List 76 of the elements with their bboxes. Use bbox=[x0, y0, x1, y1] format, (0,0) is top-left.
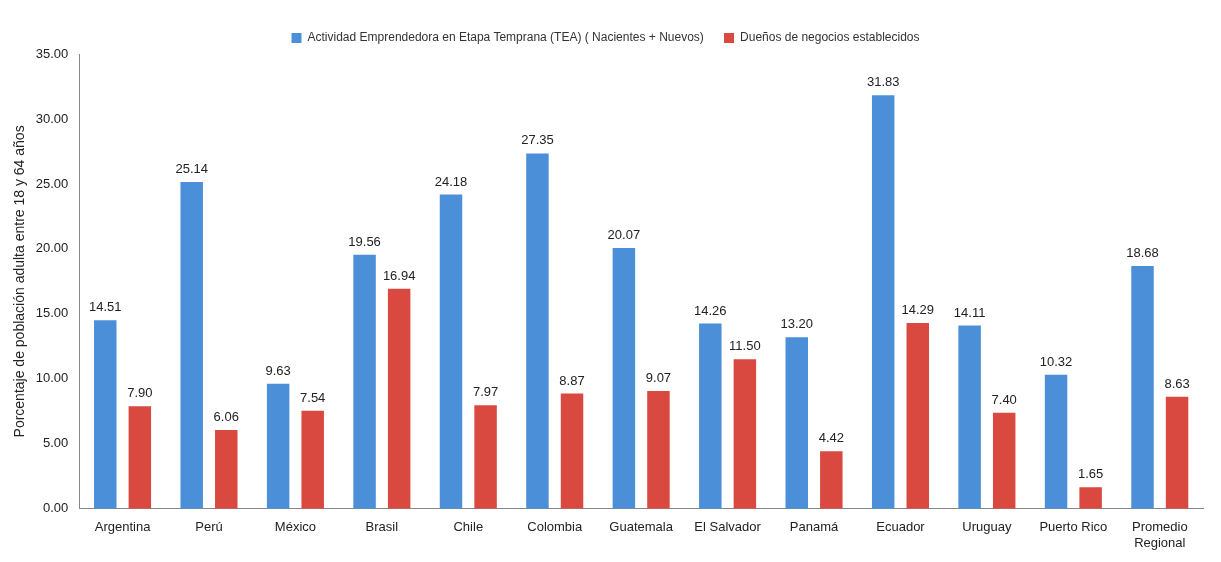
bar bbox=[560, 393, 584, 509]
data-label: 31.83 bbox=[866, 74, 900, 90]
data-label: 14.26 bbox=[694, 302, 727, 318]
data-label: 10.32 bbox=[1039, 353, 1073, 369]
bar bbox=[699, 323, 722, 509]
y-tick-label: 5.00 bbox=[43, 435, 69, 451]
x-tick-label: Colombia bbox=[527, 519, 583, 535]
x-tick-label: Brasil bbox=[365, 519, 399, 535]
y-tick-label: 30.00 bbox=[35, 110, 69, 126]
legend-label: Dueños de negocios establecidos bbox=[740, 30, 920, 45]
data-label: 20.07 bbox=[607, 227, 641, 243]
y-tick-label: 20.00 bbox=[35, 240, 69, 256]
x-tick-label: Ecuador bbox=[876, 519, 926, 535]
data-label: 7.54 bbox=[300, 389, 326, 405]
bar bbox=[992, 412, 1016, 509]
x-tick-label: México bbox=[274, 519, 317, 535]
bar bbox=[871, 95, 895, 509]
x-tick-label: Perú bbox=[195, 519, 223, 535]
legend-label: Actividad Emprendedora en Etapa Temprana (TEA) ( Nacientes + Nuevos) bbox=[307, 30, 704, 45]
bar bbox=[820, 451, 843, 509]
y-tick-label: 10.00 bbox=[35, 370, 69, 386]
data-label: 6.06 bbox=[213, 409, 239, 425]
data-label: 4.42 bbox=[818, 430, 844, 446]
x-tick-label: Promedio Regional bbox=[1131, 519, 1188, 550]
bar bbox=[128, 406, 152, 509]
data-label: 7.97 bbox=[472, 384, 499, 400]
data-label: 19.56 bbox=[348, 233, 381, 249]
bar bbox=[1131, 266, 1154, 509]
bar bbox=[1165, 396, 1189, 509]
data-label: 7.90 bbox=[127, 385, 153, 401]
bar bbox=[353, 254, 376, 509]
data-label: 9.63 bbox=[265, 362, 291, 378]
x-tick-label: El Salvador bbox=[694, 519, 762, 535]
bar bbox=[647, 390, 670, 509]
x-tick-label: Panamá bbox=[789, 519, 840, 535]
bar bbox=[439, 194, 463, 509]
data-label: 25.14 bbox=[175, 161, 208, 177]
bar bbox=[215, 430, 238, 509]
y-axis-title: Porcentaje de población adulta entre 18 y 64 años bbox=[11, 125, 28, 438]
bar bbox=[958, 325, 981, 509]
data-label: 11.50 bbox=[729, 338, 761, 354]
data-label: 14.29 bbox=[901, 302, 935, 318]
data-label: 8.63 bbox=[1164, 375, 1190, 391]
bar bbox=[94, 320, 117, 509]
bar bbox=[387, 288, 411, 509]
bar bbox=[266, 383, 290, 509]
bar bbox=[1044, 374, 1068, 509]
data-label: 18.68 bbox=[1126, 245, 1159, 261]
bar bbox=[526, 153, 549, 509]
x-tick-label: Argentina bbox=[94, 519, 152, 535]
y-tick-label: 0.00 bbox=[43, 500, 69, 516]
data-label: 14.11 bbox=[953, 304, 986, 320]
bar bbox=[474, 405, 497, 509]
y-tick-label: 35.00 bbox=[35, 45, 69, 61]
data-label: 9.07 bbox=[645, 370, 672, 386]
data-label: 8.87 bbox=[559, 372, 585, 388]
data-label: 14.51 bbox=[88, 299, 122, 315]
y-tick-label: 25.00 bbox=[35, 175, 69, 191]
bar bbox=[1079, 487, 1102, 509]
x-tick-label: Guatemala bbox=[609, 519, 674, 535]
data-label: 1.65 bbox=[1077, 466, 1104, 482]
data-label: 24.18 bbox=[434, 173, 468, 189]
bar bbox=[733, 359, 757, 509]
bar bbox=[906, 323, 929, 509]
data-label: 16.94 bbox=[382, 267, 416, 283]
data-label: 13.20 bbox=[780, 316, 814, 332]
x-tick-label: Puerto Rico bbox=[1039, 519, 1108, 535]
bar bbox=[301, 410, 324, 509]
data-label: 7.40 bbox=[991, 391, 1017, 407]
data-label: 27.35 bbox=[521, 132, 554, 148]
bar bbox=[785, 337, 808, 509]
bar bbox=[180, 182, 203, 509]
y-tick-label: 15.00 bbox=[35, 305, 69, 321]
bar bbox=[612, 248, 636, 509]
x-tick-label: Uruguay bbox=[962, 519, 1012, 535]
x-tick-label: Chile bbox=[453, 519, 484, 535]
